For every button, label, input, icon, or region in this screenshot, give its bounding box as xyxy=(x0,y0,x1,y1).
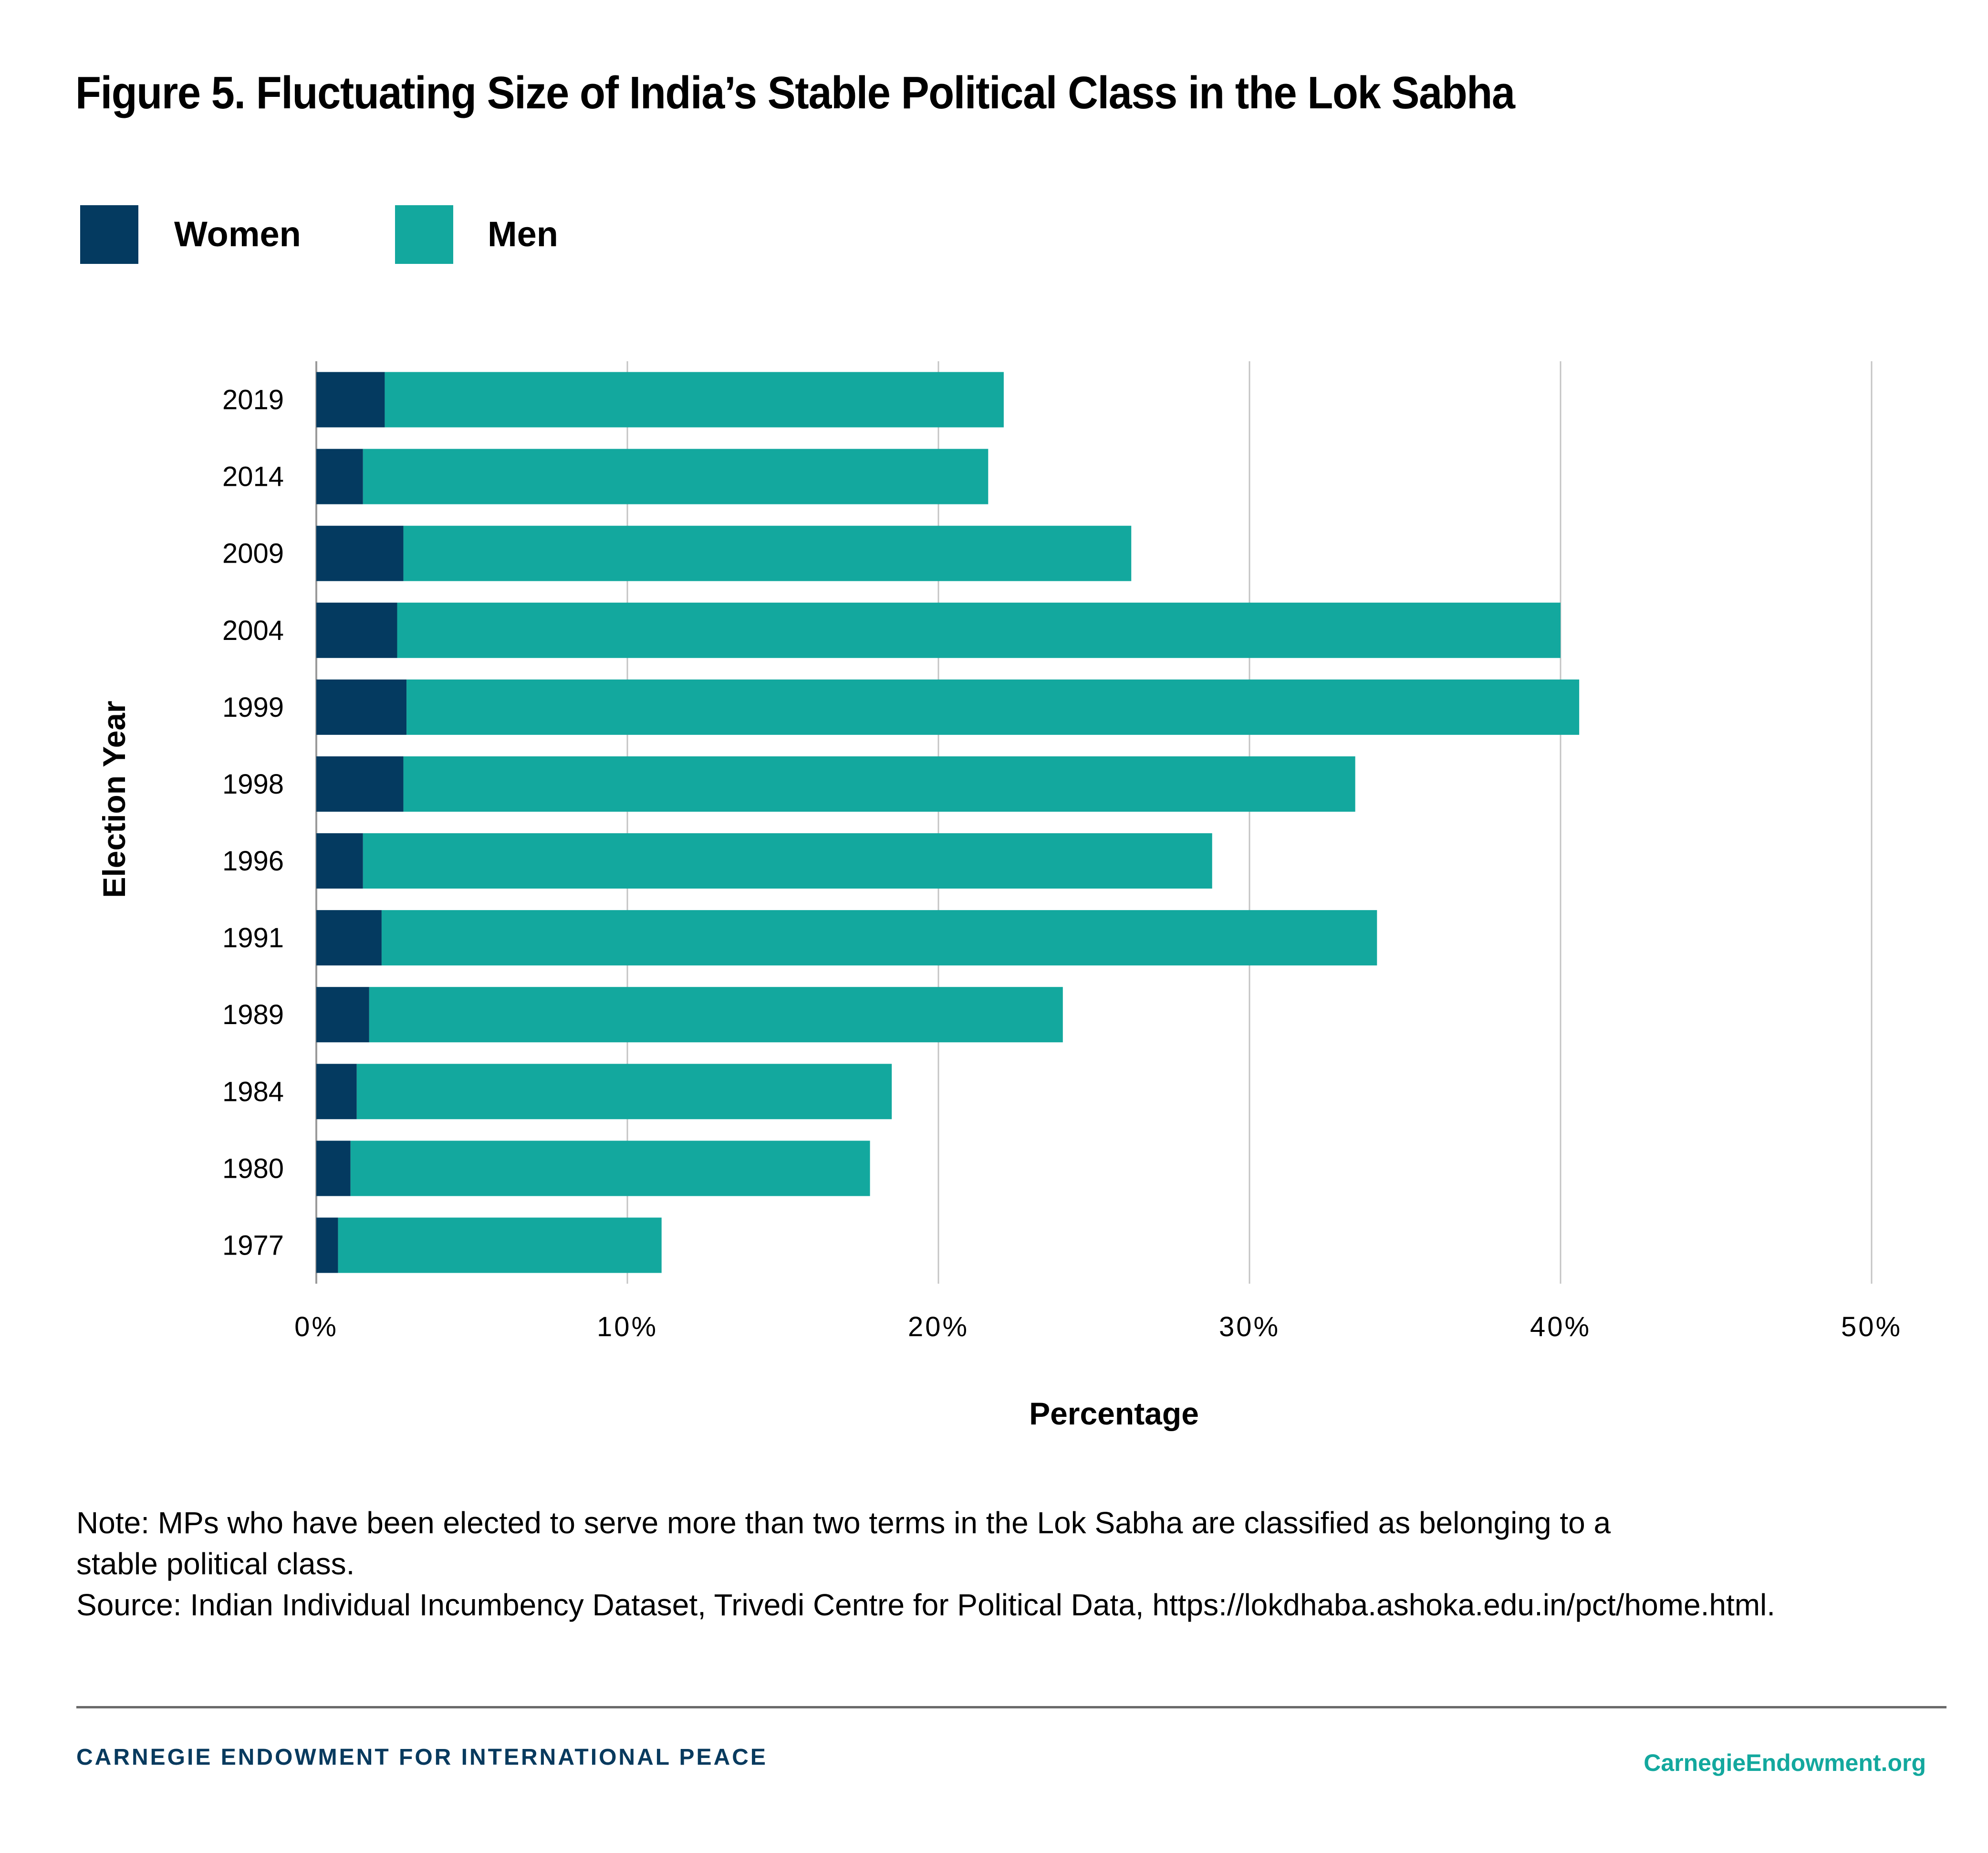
y-tick-label: 1989 xyxy=(222,999,284,1030)
note-line-1: Note: MPs who have been elected to serve… xyxy=(76,1506,1611,1540)
x-tick-label: 20% xyxy=(908,1311,969,1342)
y-tick-label: 1996 xyxy=(222,846,284,877)
bar-men-1998 xyxy=(403,756,1355,812)
bar-chart: 2019 2014 2009 2004 1999 1998 1996 1991 1989 1984… xyxy=(96,361,1902,1431)
bar-women-1977 xyxy=(316,1217,338,1273)
footer-divider xyxy=(76,1706,1946,1708)
x-tick-labels: 0% 10% 20% 30% 40% 50% xyxy=(294,1311,1902,1342)
legend-label-women: Women xyxy=(174,214,301,254)
y-tick-labels: 2019 2014 2009 2004 1999 1998 1996 1991 1989 1984… xyxy=(222,385,284,1261)
y-tick-label: 2004 xyxy=(222,615,284,646)
x-tick-label: 0% xyxy=(294,1311,338,1342)
bar-women-2004 xyxy=(316,602,397,658)
legend-swatch-women xyxy=(80,205,138,264)
note-line-2: stable political class. xyxy=(76,1547,355,1581)
bar-men-1984 xyxy=(356,1064,892,1120)
bar-men-1980 xyxy=(350,1141,870,1196)
y-tick-label: 2009 xyxy=(222,538,284,569)
bar-women-1996 xyxy=(316,833,363,889)
legend-label-men: Men xyxy=(488,214,558,254)
y-tick-label: 1991 xyxy=(222,922,284,953)
bar-women-1989 xyxy=(316,987,369,1043)
bar-women-1999 xyxy=(316,679,407,735)
x-axis-title: Percentage xyxy=(1029,1396,1199,1431)
bar-women-1980 xyxy=(316,1141,351,1196)
bar-men-2019 xyxy=(385,372,1004,428)
bar-men-1996 xyxy=(363,833,1212,889)
bar-men-1977 xyxy=(338,1217,662,1273)
bar-women-2009 xyxy=(316,525,404,581)
x-tick-label: 50% xyxy=(1841,1311,1902,1342)
y-tick-label: 1984 xyxy=(222,1076,284,1107)
y-tick-label: 2019 xyxy=(222,385,284,416)
bar-men-2009 xyxy=(403,525,1132,581)
x-tick-label: 30% xyxy=(1219,1311,1280,1342)
bar-men-2014 xyxy=(363,449,989,504)
bar-men-1999 xyxy=(406,679,1580,735)
bar-women-1998 xyxy=(316,756,404,812)
y-tick-label: 1977 xyxy=(222,1230,284,1261)
y-tick-label: 1998 xyxy=(222,769,284,800)
source-line: Source: Indian Individual Incumbency Dat… xyxy=(76,1588,1776,1622)
bar-men-1989 xyxy=(369,987,1063,1043)
footer-website-link[interactable]: CarnegieEndowment.org xyxy=(1644,1749,1926,1776)
bar-men-1991 xyxy=(381,910,1377,966)
bar-women-2014 xyxy=(316,449,363,504)
y-tick-label: 2014 xyxy=(222,461,284,492)
bar-women-2019 xyxy=(316,372,385,428)
legend-swatch-men xyxy=(395,205,453,264)
bar-men-2004 xyxy=(397,602,1561,658)
footer-org-name: CARNEGIE ENDOWMENT FOR INTERNATIONAL PEA… xyxy=(76,1745,768,1770)
gridlines xyxy=(315,361,1873,1284)
bar-women-1984 xyxy=(316,1064,357,1120)
x-tick-label: 10% xyxy=(597,1311,658,1342)
chart-note: Note: MPs who have been elected to serve… xyxy=(76,1502,1961,1625)
y-tick-label: 1980 xyxy=(222,1153,284,1184)
y-tick-label: 1999 xyxy=(222,692,284,723)
bar-women-1991 xyxy=(316,910,382,966)
y-axis-title: Election Year xyxy=(96,701,132,898)
bars xyxy=(316,372,1580,1273)
chart-title: Figure 5. Fluctuating Size of India’s St… xyxy=(75,67,1515,118)
x-tick-label: 40% xyxy=(1530,1311,1591,1342)
